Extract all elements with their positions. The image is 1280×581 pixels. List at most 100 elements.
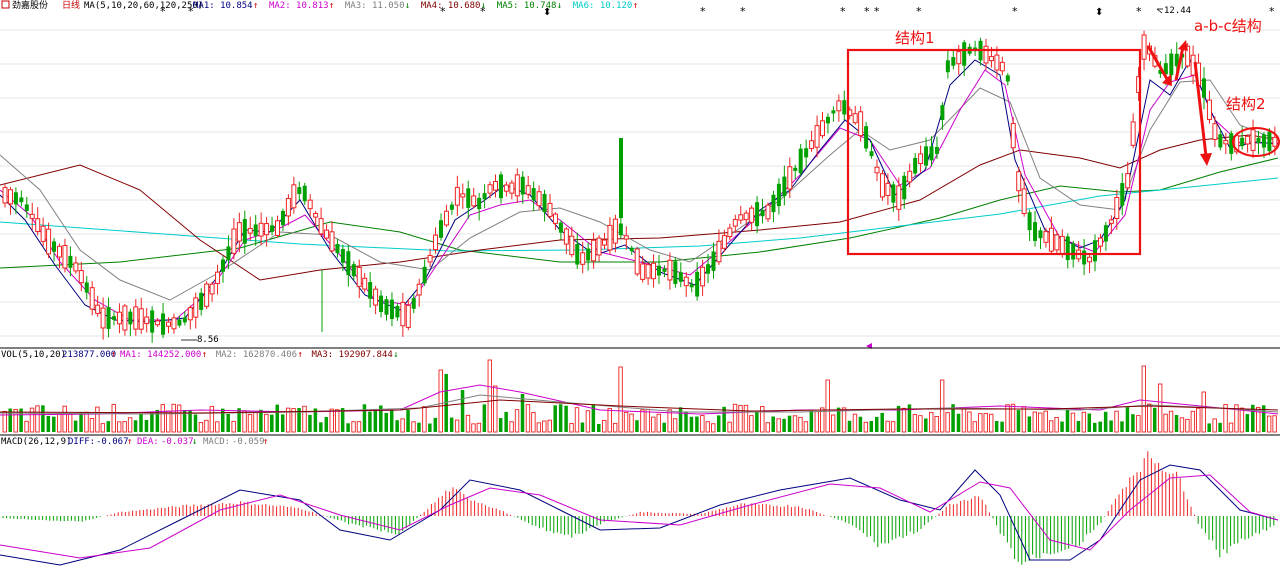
volume-bar-up — [820, 407, 825, 433]
low-price-label: 8.56 — [197, 335, 219, 345]
volume-bar-up — [929, 411, 934, 433]
volume-bar-down — [1261, 405, 1266, 432]
candle-down — [112, 316, 116, 320]
volume-bar-up — [116, 421, 122, 433]
volume-bar-up — [242, 410, 247, 433]
candle-up — [78, 270, 84, 284]
candle-up — [1212, 123, 1218, 140]
volume-bar-up — [1223, 404, 1228, 433]
macd-macd-arrow: ↑ — [263, 437, 268, 447]
candle-up — [493, 181, 498, 191]
dea-line — [0, 474, 1279, 559]
volume-bar-up — [62, 405, 67, 433]
volume-bar-down — [188, 410, 192, 432]
event-marker: ⬍ — [1095, 7, 1103, 18]
volume-bar-up — [1005, 404, 1010, 433]
candle-down — [1005, 75, 1010, 82]
candle-down — [177, 319, 182, 326]
volume-bar-up — [89, 418, 95, 433]
volume-bar-down — [858, 416, 863, 432]
candle-up — [46, 228, 52, 255]
ma2-line — [0, 69, 1278, 321]
candle-up — [836, 100, 842, 112]
candle-down — [629, 247, 634, 252]
candle-up — [645, 264, 651, 279]
candle-up — [1250, 129, 1256, 151]
volume-bar-up — [111, 404, 116, 433]
event-marker: ⬍ — [543, 7, 551, 18]
volume-bar-up — [1070, 412, 1076, 433]
volume-bar-down — [558, 404, 563, 432]
volume-bar-down — [678, 407, 683, 432]
volume-bar-down — [482, 404, 487, 432]
candle-up — [471, 195, 477, 207]
candle-down — [1071, 243, 1076, 260]
vol-ma2-arrow: ↑ — [298, 350, 303, 360]
volume-bar-down — [689, 416, 694, 432]
candle-down — [542, 193, 547, 213]
volume-params: VOL(5,10,20) — [1, 350, 66, 360]
candle-up — [738, 214, 744, 221]
volume-bar-down — [379, 405, 383, 432]
volume-bar-down — [1131, 414, 1135, 432]
candle-down — [270, 225, 275, 232]
volume-bar-up — [1190, 410, 1196, 433]
volume-bar-down — [553, 405, 557, 432]
candle-down — [221, 259, 225, 272]
candle-down — [945, 60, 950, 73]
macd-diff-arrow: ↑ — [127, 437, 132, 447]
volume-bar-down — [1076, 420, 1081, 432]
candle-down — [150, 310, 155, 333]
candle-up — [1059, 235, 1065, 255]
candle-down — [340, 248, 345, 263]
volume-bar-up — [547, 419, 552, 433]
volume-bar-down — [226, 414, 230, 432]
candle-up — [612, 218, 618, 244]
candle-down — [1267, 131, 1272, 152]
candle-up — [155, 320, 161, 326]
vol-ma3-arrow: ↓ — [393, 350, 398, 360]
candle-down — [1038, 230, 1043, 239]
candle-up — [1108, 219, 1114, 224]
event-star: * — [440, 5, 446, 18]
candle-up — [787, 166, 793, 190]
volume-bar-up — [656, 413, 661, 433]
ma4-line — [0, 134, 1279, 281]
volume-bar-up — [100, 423, 106, 433]
volume-bar-up — [1081, 411, 1087, 433]
candle-up — [307, 199, 313, 210]
volume-bar-up — [291, 408, 296, 433]
volume-bar-up — [1136, 415, 1141, 433]
candle-down — [755, 202, 760, 227]
volume-bar-down — [695, 416, 699, 432]
candle-up — [552, 213, 558, 224]
candle-down — [1093, 240, 1097, 262]
candle-down — [864, 126, 869, 149]
stock-name: 劲嘉股份 — [12, 0, 48, 11]
volume-bar-up — [160, 404, 166, 433]
candle-up — [116, 311, 122, 325]
vol-ma1-line — [0, 384, 1279, 416]
volume-bar-down — [994, 421, 999, 432]
candle-down — [161, 313, 166, 335]
candle-down — [706, 264, 711, 274]
candle-down — [934, 147, 939, 155]
volume-bar-up — [215, 421, 220, 433]
candle-down — [280, 210, 285, 226]
volume-bar-down — [1065, 409, 1070, 432]
candle-up — [329, 231, 335, 252]
volume-bar-down — [896, 405, 901, 432]
volume-bar-down — [19, 408, 23, 432]
volume-bar-down — [150, 412, 154, 432]
volume-bar-down — [684, 411, 688, 432]
candle-down — [902, 175, 907, 200]
volume-bar-up — [885, 420, 890, 433]
volume-bar-up — [247, 413, 253, 433]
abc-arrows — [1146, 40, 1212, 166]
candle-down — [1103, 225, 1108, 242]
candle-up — [896, 185, 902, 210]
volume-bar-down — [1087, 413, 1092, 432]
volume-bar-up — [1212, 418, 1217, 433]
volume-bar-down — [340, 408, 345, 432]
